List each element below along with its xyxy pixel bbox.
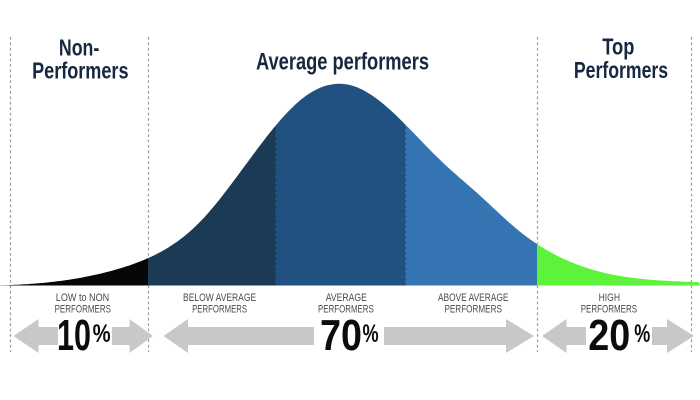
svg-text:LOW to NON: LOW to NON	[56, 292, 109, 304]
svg-text:20: 20	[588, 311, 630, 360]
svg-text:PERFORMERS: PERFORMERS	[444, 304, 502, 316]
svg-text:PERFORMERS: PERFORMERS	[318, 304, 374, 316]
svg-text:PERFORMERS: PERFORMERS	[581, 304, 637, 316]
svg-text:AVERAGE: AVERAGE	[326, 292, 367, 304]
svg-text:PERFORMERS: PERFORMERS	[55, 304, 111, 316]
svg-text:Performers: Performers	[32, 58, 128, 84]
svg-text:PERFORMERS: PERFORMERS	[192, 304, 247, 316]
svg-text:ABOVE AVERAGE: ABOVE AVERAGE	[438, 292, 509, 304]
svg-text:70: 70	[320, 311, 362, 360]
svg-text:%: %	[634, 320, 650, 348]
svg-text:%: %	[362, 320, 378, 348]
svg-text:BELOW AVERAGE: BELOW AVERAGE	[183, 292, 256, 304]
svg-text:HIGH: HIGH	[599, 292, 620, 304]
svg-text:Non-: Non-	[59, 35, 99, 61]
svg-text:Performers: Performers	[574, 57, 668, 83]
svg-text:Average performers: Average performers	[256, 48, 429, 75]
svg-text:Top: Top	[602, 34, 634, 60]
svg-text:10: 10	[57, 311, 91, 360]
svg-text:%: %	[93, 320, 111, 348]
